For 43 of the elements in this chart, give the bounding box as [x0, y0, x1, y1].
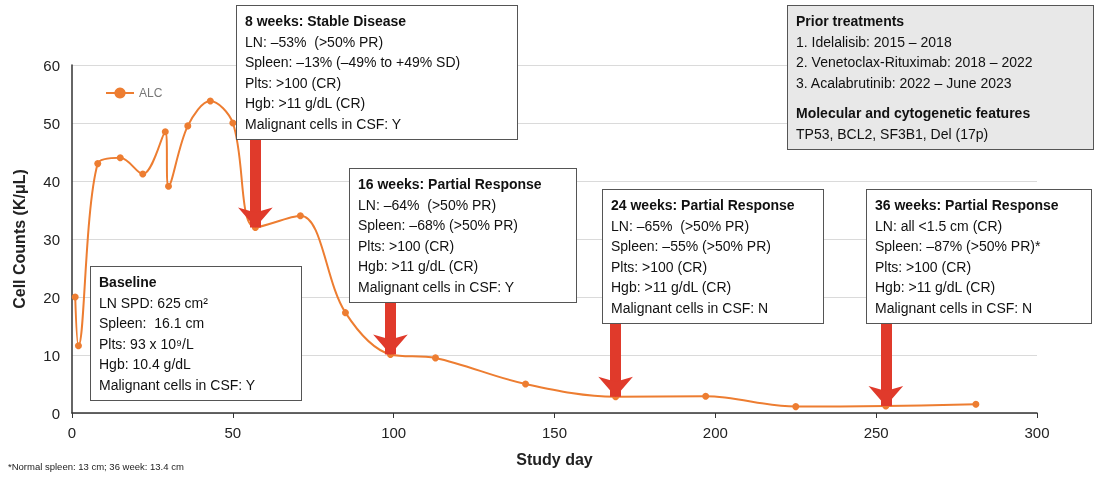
x-tick-label: 0: [67, 424, 77, 441]
x-tick-label: 300: [1024, 424, 1050, 441]
y-tick-label: 30: [43, 230, 60, 248]
point: [139, 170, 147, 178]
point: [94, 160, 102, 168]
text-box: Baseline LN SPD: 625 cm² Spleen: 16.1 cm Plts: 93 x 10⁹/L Hgb: 10.4 g/dL Malignant cells in CSF: Y: [90, 266, 302, 401]
y-tick-label: 0: [51, 404, 60, 422]
info-panel: Prior treatments 1. Idelalisib: 2015 – 2018 2. Venetoclax-Rituximab: 2018 – 2022 3. Acalabrutinib: 2022 – June 2023 Molecular and cytogenetic features TP53, BCL2, SF3B1, Del (17p): [787, 5, 1094, 150]
y-axis-title: Cell Counts (K/μL): [10, 169, 28, 309]
x-tick-label: 50: [224, 424, 242, 441]
point: [161, 128, 169, 136]
y-tick-label: 60: [43, 56, 60, 74]
annotation: 24 weeks: Partial Response LN: –65% (>50% PR) Spleen: –55% (>50% PR) Plts: >100 (CR) Hgb: >11 g/dL (CR) Malignant cells in CSF: N: [611, 196, 796, 318]
point: [71, 293, 79, 301]
point: [702, 392, 710, 400]
point: [296, 212, 304, 220]
annotation: Molecular and cytogenetic features TP53, BCL2, SF3B1, Del (17p): [796, 104, 1032, 144]
annotation: 8 weeks: Stable Disease LN: –53% (>50% PR) Spleen: –13% (–49% to +49% SD) Plts: >100 (CR) Hgb: >11 g/dL (CR) Malignant cells in CSF: Y: [245, 12, 462, 134]
x-axis-title: Study day: [516, 450, 593, 468]
point: [792, 403, 800, 411]
annotation: Baseline LN SPD: 625 cm² Spleen: 16.1 cm Plts: 93 x 10⁹/L Hgb: 10.4 g/dL Malignant cells in CSF: Y: [99, 273, 257, 395]
point: [972, 400, 980, 408]
text: *Normal spleen: 13 cm; 36 week: 13.4 cm: [8, 461, 184, 472]
point: [341, 309, 349, 317]
x-tick-label: 250: [863, 424, 889, 441]
annotation: 16 weeks: Partial Response LN: –64% (>50% PR) Spleen: –68% (>50% PR) Plts: >100 (CR) Hgb: >11 g/dL (CR) Malignant cells in CSF: Y: [358, 175, 543, 297]
point: [165, 182, 172, 190]
legend-label: ALC: [139, 86, 163, 100]
y-tick-label: 10: [43, 346, 60, 364]
point: [431, 354, 439, 362]
x-tick-label: 200: [702, 424, 728, 441]
x-tick-label: 150: [541, 424, 568, 441]
point: [206, 97, 214, 105]
point: [116, 154, 124, 162]
point: [74, 342, 82, 350]
annotation: Prior treatments 1. Idelalisib: 2015 – 2018 2. Venetoclax-Rituximab: 2018 – 2022 3. Acalabrutinib: 2022 – June 2023: [796, 12, 1034, 93]
annotation: 36 weeks: Partial Response LN: all <1.5 cm (CR) Spleen: –87% (>50% PR)* Plts: >100 (CR) Hgb: >11 g/dL (CR) Malignant cells in CSF: N: [875, 196, 1060, 318]
point: [522, 380, 530, 388]
y-tick-label: 40: [43, 172, 60, 190]
y-tick-label: 50: [43, 114, 60, 132]
x-tick-label: 100: [381, 424, 407, 441]
point: [184, 122, 192, 130]
y-tick-label: 20: [43, 288, 60, 306]
